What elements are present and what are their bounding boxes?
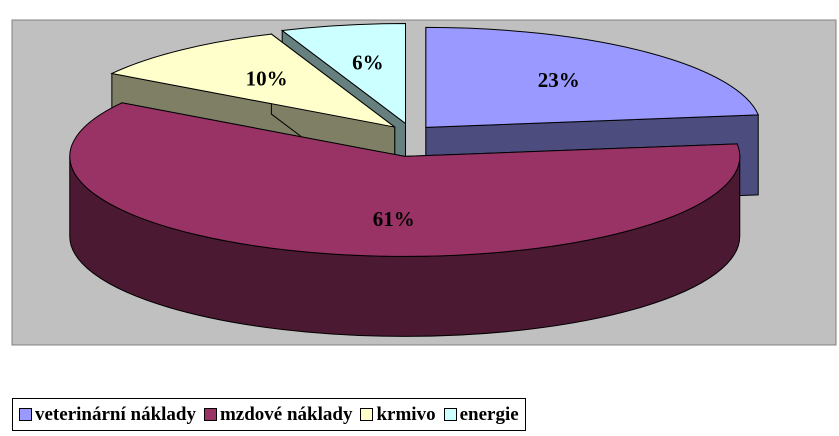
- legend-swatch: [443, 408, 457, 421]
- legend-item: krmivo: [360, 403, 436, 426]
- data-label: 6%: [352, 50, 384, 74]
- slice-top: [110, 33, 396, 128]
- slice-top: [280, 22, 407, 125]
- data-label: 23%: [538, 68, 580, 92]
- slice-top: [69, 102, 741, 257]
- slice-top: [425, 26, 759, 128]
- data-label: 10%: [246, 67, 288, 91]
- legend-label: energie: [459, 403, 519, 425]
- chart: 23% 61% 10% 6%: [11, 19, 837, 346]
- legend-item: veterinární náklady: [19, 404, 196, 426]
- legend-swatch: [360, 408, 374, 421]
- legend-swatch: [203, 408, 217, 421]
- legend-label: krmivo: [376, 403, 436, 425]
- legend-label: veterinární náklady: [35, 403, 196, 425]
- legend: veterinární náklady mzdové náklady krmivo e…: [12, 398, 526, 431]
- slice: [69, 102, 741, 337]
- data-label: 61%: [373, 207, 415, 231]
- legend-swatch: [19, 408, 32, 421]
- legend-item: mzdové náklady: [203, 403, 353, 426]
- legend-item: energie: [443, 403, 519, 426]
- legend-label: mzdové náklady: [219, 403, 353, 425]
